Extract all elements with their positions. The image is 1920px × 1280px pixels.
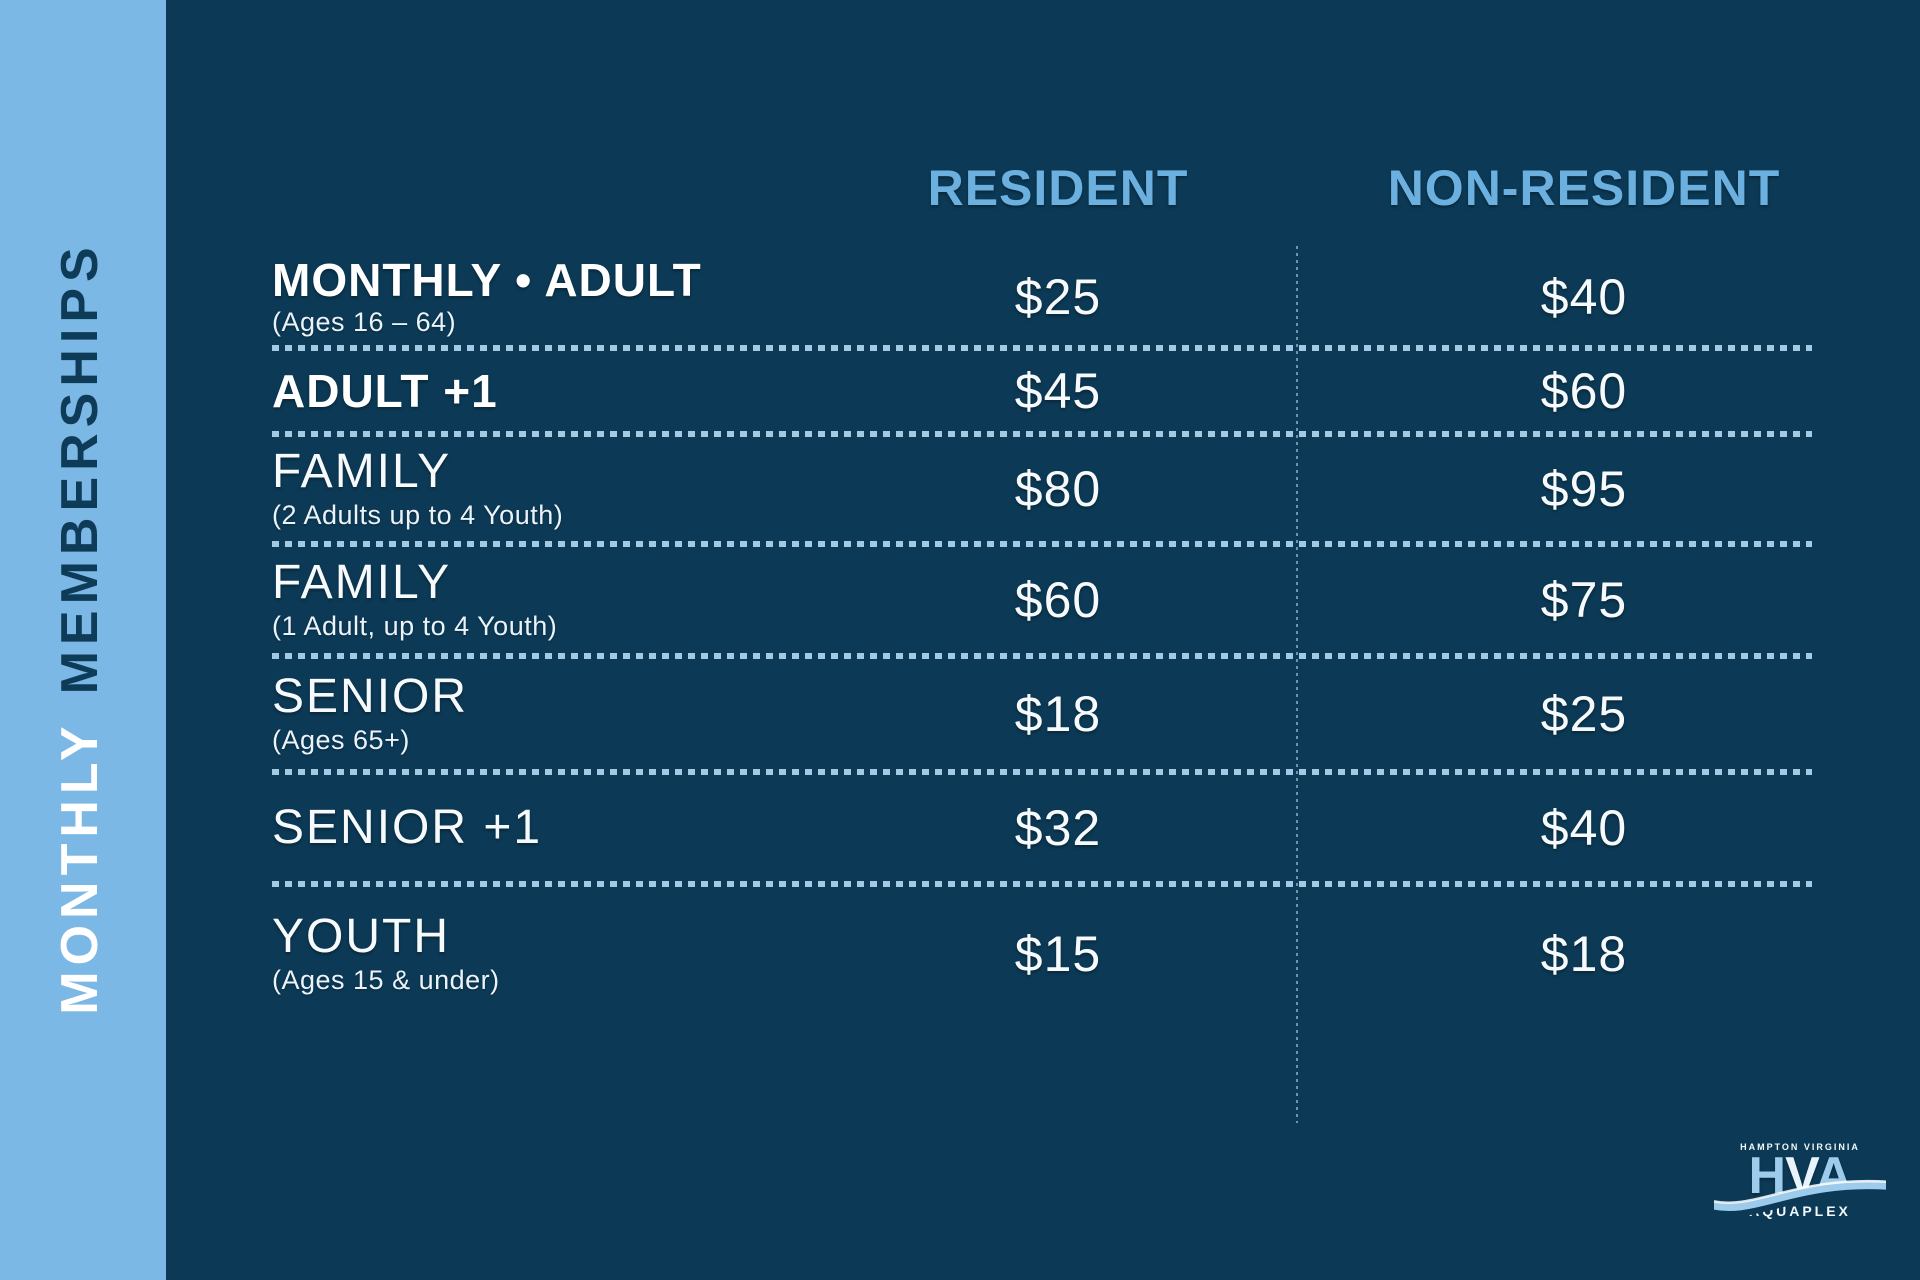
logo-hva-monogram: HVA bbox=[1714, 1150, 1886, 1218]
non-resident-price: $25 bbox=[1540, 686, 1628, 742]
dotted-row-divider bbox=[272, 541, 1812, 547]
title-word-monthly: MONTHLY bbox=[51, 720, 109, 1015]
table-row: ADULT +1 $45 $60 bbox=[272, 348, 1880, 434]
row-label-cell: FAMILY (2 Adults up to 4 Youth) bbox=[272, 444, 828, 531]
membership-type-sublabel: (Ages 15 & under) bbox=[272, 965, 500, 996]
row-label-cell: ADULT +1 bbox=[272, 364, 828, 417]
sidebar-banner: MONTHLY MEMBERSHIPS bbox=[0, 0, 166, 1280]
resident-price: $18 bbox=[1014, 686, 1102, 742]
resident-price: $32 bbox=[1014, 800, 1102, 856]
table-row: FAMILY (1 Adult, up to 4 Youth) $60 $75 bbox=[272, 544, 1880, 656]
dotted-row-divider bbox=[272, 769, 1812, 775]
logo-hampton-virginia-text: HAMPTON VIRGINIA bbox=[1740, 1142, 1860, 1152]
resident-price: $15 bbox=[1014, 926, 1102, 982]
non-resident-price: $18 bbox=[1540, 926, 1628, 982]
row-label-cell: SENIOR +1 bbox=[272, 800, 828, 854]
row-label-cell: FAMILY (1 Adult, up to 4 Youth) bbox=[272, 555, 828, 642]
resident-price: $60 bbox=[1014, 572, 1102, 628]
dotted-column-divider bbox=[1296, 246, 1298, 1123]
wave-icon bbox=[1714, 1179, 1886, 1218]
hva-aquaplex-logo: HAMPTON VIRGINIA HVA AQUAPLEX bbox=[1714, 1142, 1886, 1242]
table-row: MONTHLY • ADULT (Ages 16 – 64) $25 $40 bbox=[272, 246, 1880, 348]
non-resident-price: $60 bbox=[1540, 363, 1628, 419]
membership-type-label: FAMILY bbox=[272, 444, 452, 498]
column-header-non-resident: NON-RESIDENT bbox=[1387, 160, 1781, 216]
membership-type-label: MONTHLY • ADULT bbox=[272, 253, 702, 306]
membership-type-sublabel: (Ages 65+) bbox=[272, 725, 410, 756]
membership-type-label: FAMILY bbox=[272, 555, 452, 609]
column-header-resident: RESIDENT bbox=[927, 160, 1189, 216]
resident-price: $25 bbox=[1014, 269, 1102, 325]
membership-type-sublabel: (Ages 16 – 64) bbox=[272, 307, 457, 338]
membership-type-label: SENIOR +1 bbox=[272, 800, 543, 854]
membership-type-label: YOUTH bbox=[272, 909, 450, 963]
non-resident-price: $40 bbox=[1540, 269, 1628, 325]
non-resident-price: $95 bbox=[1540, 461, 1628, 517]
row-label-cell: SENIOR (Ages 65+) bbox=[272, 669, 828, 756]
membership-type-label: ADULT +1 bbox=[272, 364, 498, 417]
title-word-memberships: MEMBERSHIPS bbox=[51, 241, 109, 695]
dotted-row-divider bbox=[272, 881, 1812, 887]
non-resident-price: $40 bbox=[1540, 800, 1628, 856]
row-label-cell: YOUTH (Ages 15 & under) bbox=[272, 909, 828, 996]
dotted-row-divider bbox=[272, 345, 1812, 351]
resident-price: $80 bbox=[1014, 461, 1102, 517]
membership-type-sublabel: (1 Adult, up to 4 Youth) bbox=[272, 611, 558, 642]
dotted-row-divider bbox=[272, 653, 1812, 659]
table-header-row: RESIDENT NON-RESIDENT bbox=[272, 158, 1880, 218]
membership-type-label: SENIOR bbox=[272, 669, 469, 723]
resident-price: $45 bbox=[1014, 363, 1102, 419]
dotted-row-divider bbox=[272, 431, 1812, 437]
poster-title-vertical: MONTHLY MEMBERSHIPS bbox=[50, 241, 110, 1014]
table-row: SENIOR +1 $32 $40 bbox=[272, 772, 1880, 884]
table-row: SENIOR (Ages 65+) $18 $25 bbox=[272, 656, 1880, 772]
non-resident-price: $75 bbox=[1540, 572, 1628, 628]
table-row: FAMILY (2 Adults up to 4 Youth) $80 $95 bbox=[272, 434, 1880, 544]
membership-type-sublabel: (2 Adults up to 4 Youth) bbox=[272, 500, 564, 531]
row-label-cell: MONTHLY • ADULT (Ages 16 – 64) bbox=[272, 256, 828, 338]
table-row: YOUTH (Ages 15 & under) $15 $18 bbox=[272, 884, 1880, 1024]
